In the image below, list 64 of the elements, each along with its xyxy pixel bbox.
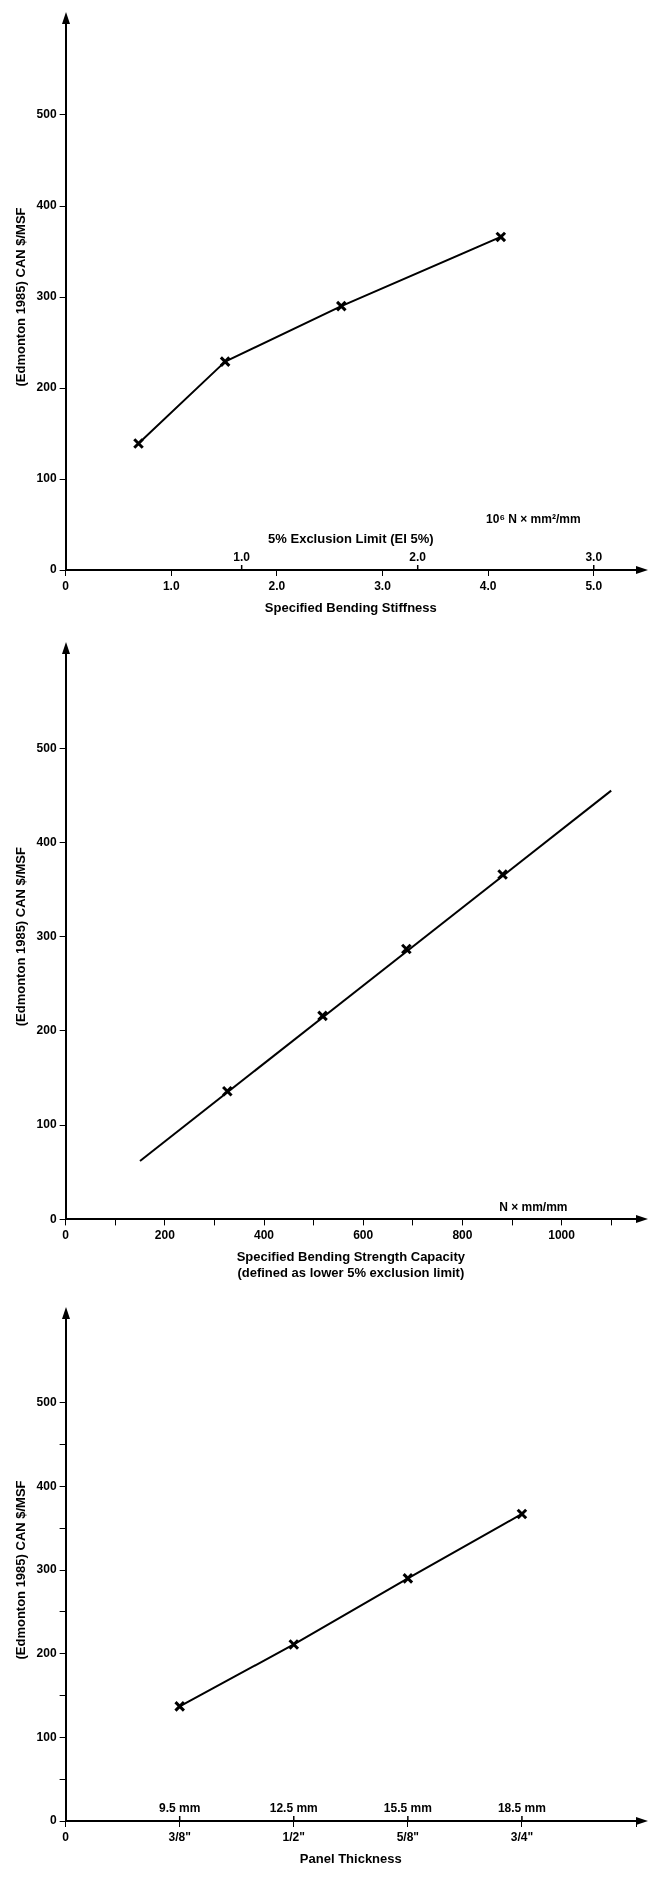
- annotation: N × mm/mm: [499, 1199, 568, 1214]
- x-tick-label: 2.0: [268, 578, 286, 593]
- x-tick-label: 5.0: [585, 578, 603, 593]
- point: [495, 231, 507, 243]
- y-tick-label: 300: [36, 929, 57, 944]
- point: [316, 1010, 329, 1022]
- x2-tick-label: 12.5 mm: [269, 1801, 318, 1816]
- x-tick-label: 0: [62, 578, 70, 593]
- y-tick-label: 400: [36, 1478, 57, 1493]
- point: [219, 355, 231, 368]
- annotation: 10⁶ N × mm²/mm: [486, 512, 581, 527]
- point: [402, 1572, 414, 1585]
- point: [288, 1638, 300, 1651]
- x-tick-label: 200: [154, 1227, 176, 1242]
- y-tick-label: 100: [36, 471, 57, 486]
- text: Specified Bending Strength Capacity: [236, 1249, 465, 1265]
- point: [132, 437, 145, 450]
- y-tick-label: 200: [36, 1645, 57, 1660]
- y-tick-label: 300: [36, 1562, 57, 1577]
- y-tick-label: 400: [36, 198, 57, 213]
- y-tick-label: 300: [36, 289, 57, 304]
- y-tick-label: 200: [36, 380, 57, 395]
- point: [400, 943, 413, 955]
- text: (defined as lower 5% exclusion limit): [237, 1264, 465, 1280]
- x-tick-label: 1/2": [282, 1829, 305, 1844]
- x-tick-label: 0: [62, 1227, 70, 1242]
- x2-tick-label: 3.0: [585, 550, 603, 565]
- x2-axis-title: 5% Exclusion Limit (EI 5%): [268, 531, 434, 547]
- x-tick-label: 3.0: [374, 578, 392, 593]
- x-axis-title: Specified Bending Stiffness: [264, 599, 437, 615]
- x-tick-label: 0: [62, 1829, 70, 1844]
- point: [516, 1508, 528, 1520]
- x-tick-label: 4.0: [479, 578, 497, 593]
- x-tick-label: 3/4": [510, 1829, 534, 1844]
- y-axis-title: (Edmonton 1985) CAN $/MSF: [13, 847, 29, 1027]
- x-tick-label: 400: [254, 1227, 275, 1242]
- x-tick-label: 600: [353, 1227, 374, 1242]
- y-tick-label: 0: [49, 1211, 57, 1226]
- y-tick-label: 0: [49, 562, 57, 577]
- y-tick-label: 500: [36, 1394, 57, 1409]
- x-tick-label: 800: [452, 1227, 473, 1242]
- point: [173, 1700, 186, 1713]
- y-axis-title: (Edmonton 1985) CAN $/MSF: [13, 207, 29, 387]
- x-tick-label: 1000: [548, 1227, 576, 1242]
- x-tick-label: 5/8": [396, 1829, 420, 1844]
- y-tick-label: 100: [36, 1117, 57, 1132]
- y-tick-label: 0: [49, 1813, 57, 1828]
- point: [221, 1085, 234, 1097]
- x2-tick-label: 1.0: [233, 550, 251, 565]
- point: [496, 868, 509, 881]
- x-axis-title: Panel Thickness: [299, 1850, 402, 1866]
- point: [335, 300, 348, 312]
- y-tick-label: 500: [36, 107, 57, 122]
- x2-tick-label: 2.0: [409, 550, 427, 565]
- x2-tick-label: 15.5 mm: [383, 1801, 432, 1816]
- x-tick-label: 3/8": [168, 1829, 191, 1844]
- y-tick-label: 200: [36, 1023, 57, 1038]
- y-tick-label: 400: [36, 834, 57, 849]
- y-axis-title: (Edmonton 1985) CAN $/MSF: [13, 1480, 29, 1660]
- y-tick-label: 500: [36, 740, 57, 755]
- y-tick-label: 100: [36, 1729, 57, 1744]
- x-tick-label: 1.0: [162, 578, 180, 593]
- x2-tick-label: 18.5 mm: [497, 1801, 546, 1816]
- x2-tick-label: 9.5 mm: [159, 1801, 201, 1816]
